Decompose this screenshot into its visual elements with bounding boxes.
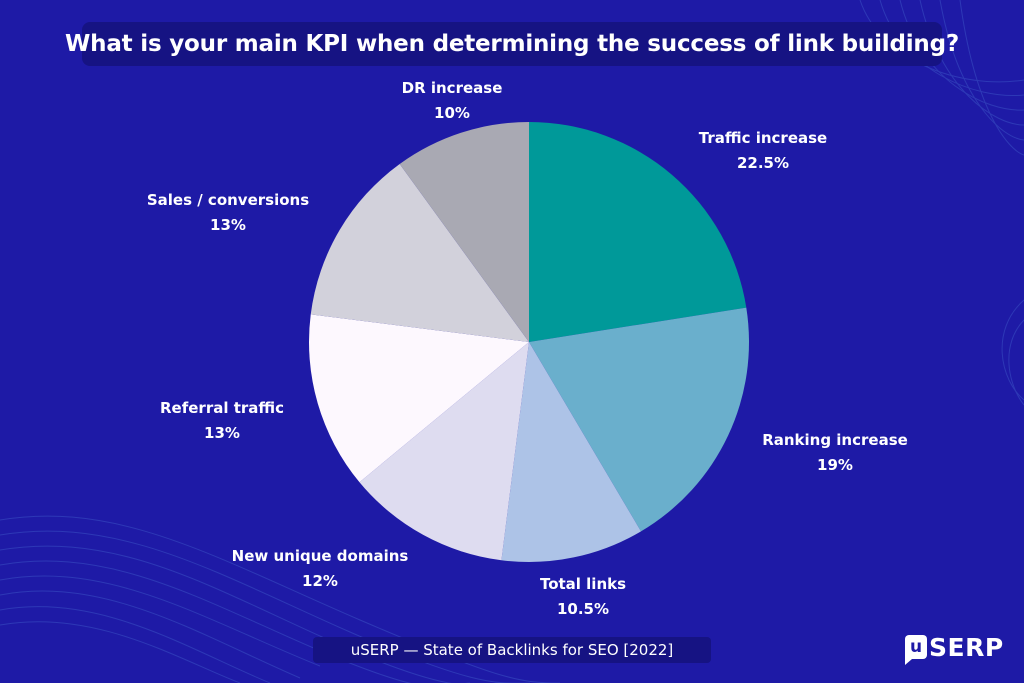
chart-title: What is your main KPI when determining t… (65, 31, 960, 57)
slice-label-value: 10.5% (556, 600, 610, 618)
brand-mark-icon: u (905, 635, 927, 665)
brand-text: SERP (929, 632, 1004, 662)
source-caption: uSERP — State of Backlinks for SEO [2022… (350, 641, 674, 659)
slice-label-name: Sales / conversions (146, 191, 310, 209)
slice-label-name: Referral traffic (159, 399, 285, 417)
slice-label-value: 22.5% (736, 154, 790, 172)
slice-label: Referral traffic 13% (160, 396, 284, 446)
source-box: uSERP — State of Backlinks for SEO [2022… (313, 637, 711, 663)
slice-label-name: Traffic increase (698, 129, 828, 147)
slice-label-value: 13% (210, 216, 246, 234)
pie-slice-referral-traffic (309, 314, 529, 483)
slice-label: Sales / conversions 13% (147, 188, 309, 238)
pie-slice-total-links (501, 342, 641, 562)
slice-label-name: Total links (539, 575, 627, 593)
slice-label-name: DR increase (401, 79, 503, 97)
slice-label: DR increase 10% (402, 76, 503, 126)
slice-label: Traffic increase 22.5% (699, 126, 827, 176)
pie-slice-sales-conversions (310, 164, 529, 342)
brand-logo: u SERP (905, 630, 1004, 665)
slice-label: Ranking increase 19% (762, 428, 908, 478)
slice-label: Total links 10.5% (540, 572, 626, 622)
slice-label-value: 19% (817, 456, 853, 474)
slice-label: New unique domains 12% (232, 544, 409, 594)
chart-title-box: What is your main KPI when determining t… (65, 22, 959, 66)
slice-label-value: 12% (302, 572, 338, 590)
slice-label-value: 13% (204, 424, 240, 442)
slice-label-name: New unique domains (231, 547, 409, 565)
pie-slice-new-unique-domains (359, 342, 529, 561)
slice-label-name: Ranking increase (762, 431, 908, 449)
pie-slice-traffic-increase (529, 122, 747, 342)
slice-label-value: 10% (434, 104, 470, 122)
pie-slice-dr-increase (399, 122, 529, 342)
pie-slice-ranking-increase (529, 307, 749, 532)
